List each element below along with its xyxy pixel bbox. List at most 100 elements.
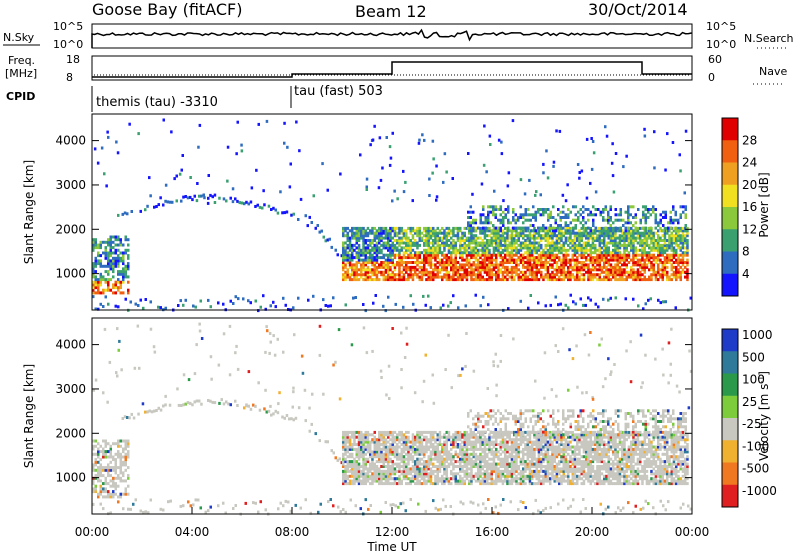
data-cell xyxy=(445,231,448,235)
data-cell xyxy=(130,210,133,213)
data-cell xyxy=(97,452,100,456)
data-cell xyxy=(375,445,379,449)
data-cell xyxy=(441,447,444,451)
data-cell xyxy=(425,443,428,446)
data-cell xyxy=(535,190,538,194)
data-cell xyxy=(627,251,631,255)
data-cell xyxy=(393,430,397,434)
data-cell xyxy=(389,452,392,456)
data-cell xyxy=(576,231,579,235)
data-cell xyxy=(677,221,680,225)
data-cell xyxy=(463,482,466,486)
data-cell xyxy=(645,278,649,282)
data-cell xyxy=(470,265,473,269)
data-cell xyxy=(549,243,552,247)
data-cell xyxy=(578,243,581,247)
data-cell xyxy=(115,140,118,144)
data-cell xyxy=(468,443,471,446)
data-cell xyxy=(645,253,649,257)
data-cell xyxy=(378,263,381,267)
data-cell xyxy=(438,467,442,471)
data-cell xyxy=(398,226,401,230)
data-cell xyxy=(618,236,622,240)
data-cell xyxy=(609,270,613,274)
data-cell xyxy=(501,239,505,242)
data-cell xyxy=(643,248,646,252)
data-cell xyxy=(112,270,115,274)
data-cell xyxy=(434,440,437,444)
data-cell xyxy=(544,253,547,257)
data-cell xyxy=(225,400,228,404)
data-cell xyxy=(574,218,577,222)
data-cell xyxy=(418,229,421,233)
data-cell xyxy=(119,286,122,290)
data-cell xyxy=(391,465,394,468)
data-cell xyxy=(366,438,370,442)
data-cell xyxy=(429,261,433,264)
data-cell xyxy=(654,216,657,219)
data-cell xyxy=(524,265,527,269)
data-cell xyxy=(494,229,497,233)
data-cell xyxy=(603,239,606,242)
data-cell xyxy=(562,246,565,250)
data-cell xyxy=(517,239,520,242)
data-cell xyxy=(373,243,376,247)
data-cell xyxy=(427,275,430,279)
data-cell xyxy=(546,278,550,282)
data-cell xyxy=(679,213,682,217)
data-cell xyxy=(474,256,478,260)
data-cell xyxy=(465,258,469,262)
data-cell xyxy=(364,440,367,444)
data-cell xyxy=(567,253,570,257)
data-cell xyxy=(400,226,403,230)
data-cell xyxy=(127,455,130,459)
data-cell xyxy=(544,234,547,238)
data-cell xyxy=(645,265,649,269)
data-cell xyxy=(378,450,381,454)
data-cell xyxy=(434,469,437,473)
data-cell xyxy=(551,246,554,250)
data-cell xyxy=(578,231,581,235)
data-cell xyxy=(357,239,361,242)
data-cell xyxy=(668,241,671,245)
data-cell xyxy=(529,218,532,222)
data-cell xyxy=(664,168,667,172)
data-cell xyxy=(112,256,115,260)
data-cell xyxy=(670,248,673,252)
data-cell xyxy=(346,258,349,262)
data-cell xyxy=(380,239,383,242)
data-cell xyxy=(494,213,497,217)
data-cell xyxy=(122,280,125,284)
data-cell xyxy=(494,208,497,211)
data-cell xyxy=(429,273,433,277)
data-cell xyxy=(107,272,110,276)
data-cell xyxy=(544,304,547,308)
data-cell xyxy=(522,241,525,245)
data-cell xyxy=(427,231,430,235)
data-cell xyxy=(402,462,406,466)
data-cell xyxy=(587,253,590,257)
data-cell xyxy=(382,253,385,257)
data-cell xyxy=(344,258,347,262)
data-cell xyxy=(103,172,106,176)
data-cell xyxy=(371,248,374,252)
data-cell xyxy=(387,469,390,473)
data-cell xyxy=(470,246,473,250)
data-cell xyxy=(591,241,595,245)
data-cell xyxy=(355,452,358,456)
data-cell xyxy=(483,243,487,247)
data-cell xyxy=(647,298,650,302)
data-cell xyxy=(524,256,527,260)
data-cell xyxy=(353,457,356,461)
data-cell xyxy=(109,246,112,250)
data-cell xyxy=(405,445,408,449)
data-cell xyxy=(578,241,581,245)
data-cell xyxy=(234,295,237,299)
data-cell xyxy=(414,253,417,257)
data-cell xyxy=(434,452,437,456)
data-cell xyxy=(346,231,349,235)
data-cell xyxy=(686,253,689,257)
data-cell xyxy=(447,438,451,442)
data-cell xyxy=(378,443,381,446)
data-cell xyxy=(450,263,453,267)
